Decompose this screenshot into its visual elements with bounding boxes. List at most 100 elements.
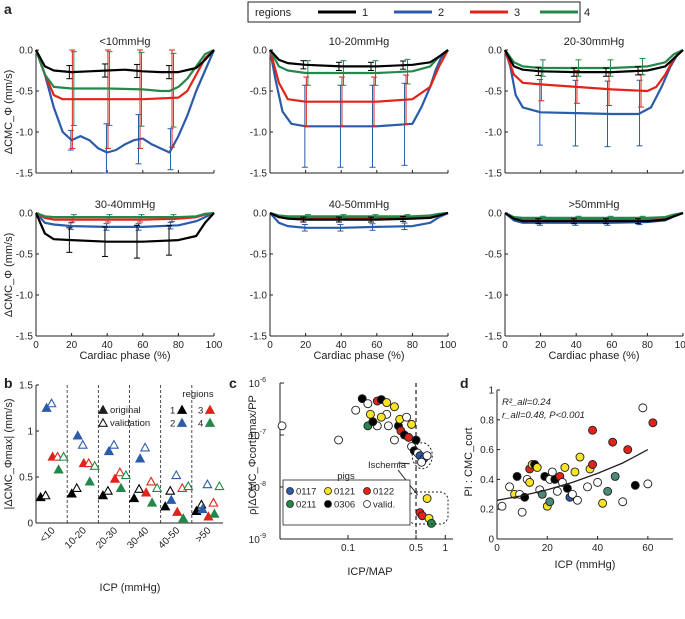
- marker-validation-region-2: [171, 469, 182, 480]
- x-tick-label: 100: [440, 340, 457, 351]
- marker-original-region-2: [197, 503, 208, 514]
- x-tick-label: 0: [502, 340, 508, 351]
- series-line-region-1: [34, 212, 215, 243]
- marker-original-region-3: [140, 487, 152, 497]
- y-tick-label: -0.5: [485, 250, 503, 261]
- point-pig-0211: [426, 518, 436, 528]
- subplot-title: 40-50mmHg: [329, 199, 390, 211]
- y-axis-label: PI : CMC_cort: [463, 427, 475, 496]
- point-pig-0211: [610, 471, 620, 481]
- y-tick-label: -0.5: [485, 87, 503, 98]
- point-pig-0121: [575, 452, 585, 462]
- subplot-4: 30-40mmHg 0.0 -0.5 -1.0 -1.50 20 40 60 80 100: [16, 199, 223, 351]
- marker-original-region-2: [41, 402, 52, 412]
- x-tick-label: 20: [535, 340, 547, 351]
- series-line-region-1: [269, 49, 449, 68]
- marker-validation-region-1: [102, 485, 114, 495]
- x-tick-label: 20: [542, 543, 554, 554]
- point-pig-valid.: [383, 421, 393, 431]
- point-pig-valid.: [389, 435, 399, 445]
- x-tick-label: 100: [675, 340, 685, 351]
- marker-original-region-4: [178, 513, 189, 523]
- marker-validation-region-1: [165, 485, 176, 495]
- x-tick-label: 60: [642, 543, 654, 554]
- series-line-region-4: [34, 49, 215, 93]
- marker-original-region-3: [172, 506, 183, 516]
- r-annotation: r_all=0.48, P<0.001: [502, 410, 585, 421]
- point-pig-valid.: [552, 486, 562, 496]
- y-tick-label: -1.5: [16, 169, 34, 180]
- marker-original-region-1: [97, 490, 109, 500]
- x-tick-label: 0.5: [409, 543, 423, 554]
- legend-num-region-3: 3: [198, 406, 203, 417]
- subplot-3: 20-30mmHg 0.0 -0.5 -1.0 -1.5: [485, 36, 684, 180]
- y-tick-label: -1.5: [16, 332, 34, 343]
- point-pig-valid.: [497, 501, 507, 511]
- fit-curve: [496, 449, 649, 501]
- x-tick-label: 80: [642, 340, 654, 351]
- x-tick-label: 40-50: [157, 525, 183, 551]
- x-tick-label: 10-20: [63, 525, 89, 551]
- x-axis-label: ICP (mmHg): [555, 559, 616, 571]
- y-tick-label: -0.5: [16, 87, 34, 98]
- y-tick-label: 0.6: [480, 445, 494, 456]
- marker-validation-region-3: [83, 457, 94, 468]
- panel-d: 0 0.2 0.4 0.6 0.8 1 0 20 40 60 R²_all=0.24 r_all=0.…: [463, 386, 673, 571]
- marker-validation-region-2: [139, 442, 151, 452]
- pig-legend-marker-valid.: [363, 500, 371, 508]
- marker-validation-region-4: [89, 460, 100, 470]
- y-tick-label: 0.0: [488, 46, 502, 57]
- pig-legend-marker-0117: [286, 487, 294, 495]
- point-pig-0121: [525, 477, 535, 487]
- x-tick-label: 20: [300, 340, 312, 351]
- pig-legend-label-0306: 0306: [334, 500, 355, 511]
- point-pig-0121: [407, 419, 417, 429]
- x-tick-label: 80: [173, 340, 185, 351]
- legend-label-region-2: 2: [438, 7, 444, 19]
- pig-legend-box: [282, 479, 411, 526]
- pig-legend-label-valid.: valid.: [373, 500, 395, 511]
- legend-validation-marker: [97, 417, 109, 427]
- subplot-title: 10-20mmHg: [329, 36, 390, 48]
- subplot-5: 40-50mmHg 0.0 -0.5 -1.0 -1.50 20 40 60 80 100: [250, 199, 457, 351]
- point-pig-valid.: [573, 495, 582, 505]
- y-tick-label: 10-9: [249, 533, 266, 546]
- series-line-region-4: [504, 211, 684, 219]
- point-pig-valid.: [547, 467, 557, 477]
- x-tick-label: 40: [336, 340, 348, 351]
- point-pig-0121: [365, 409, 375, 419]
- point-pig-0121: [376, 412, 386, 422]
- point-pig-0121: [422, 494, 432, 503]
- y-tick-label: -0.5: [250, 87, 268, 98]
- series-line-region-4: [269, 49, 449, 75]
- point-pig-valid.: [567, 489, 577, 499]
- y-tick-label: -0.5: [16, 250, 34, 261]
- marker-validation-region-4: [151, 482, 163, 492]
- point-pig-0306: [368, 417, 378, 427]
- y-tick-label: -1.0: [16, 128, 34, 139]
- x-axis-label-2: Cardiac phase (%): [313, 350, 404, 362]
- series-line-region-3: [268, 49, 449, 103]
- legend-label-region-4: 4: [584, 7, 590, 19]
- marker-validation-region-2: [202, 479, 213, 489]
- subplot-title: 20-30mmHg: [564, 36, 625, 48]
- subplot-1: <10mmHg 0.0 -0.5 -1.0 -1.5: [16, 36, 216, 180]
- point-pig-0306: [512, 471, 522, 481]
- legend-label-region-3: 3: [514, 7, 520, 19]
- series-line-region-4: [269, 211, 449, 218]
- marker-original-region-4: [84, 476, 95, 486]
- x-tick-label: 100: [206, 340, 223, 351]
- top-legend-title: regions: [255, 7, 292, 19]
- legend-marker-region-3: [204, 404, 216, 414]
- series-line-region-1: [504, 211, 684, 223]
- y-tick-label: -1.0: [16, 291, 34, 302]
- y-axis-label: |ΔCMC_Φmax| (mm/s): [3, 398, 15, 509]
- series-line-region-1: [269, 211, 449, 221]
- marker-original-region-3: [109, 473, 121, 483]
- marker-original-region-1: [160, 501, 171, 511]
- marker-original-region-4: [53, 464, 64, 474]
- point-pig-valid.: [505, 482, 515, 492]
- point-pig-0122: [588, 460, 597, 469]
- legend-num-region-4: 4: [198, 419, 203, 430]
- panel-b: 0 0.5 1 1.5 <10 10-20 20-30 30-40 40-50 >50 region…: [3, 381, 225, 594]
